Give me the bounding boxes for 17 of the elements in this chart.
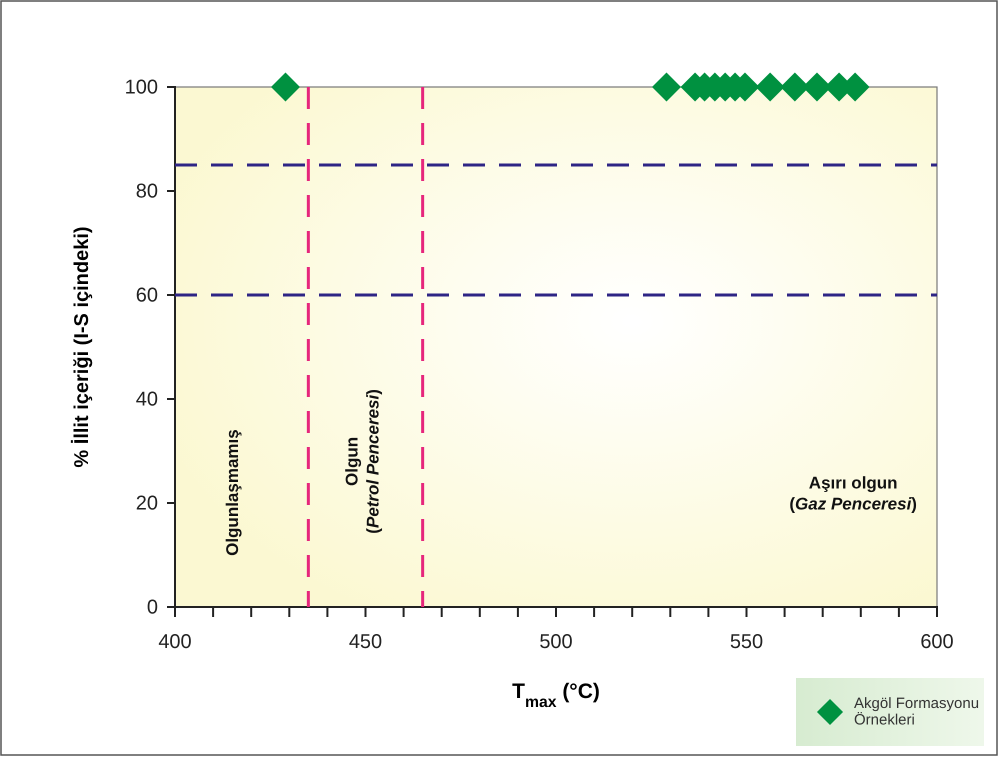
x-axis-title: T$_{max}$ (°C) <box>512 680 600 710</box>
y-tick-label: 40 <box>136 388 158 410</box>
x-tick-label: 450 <box>348 631 382 653</box>
y-tick-label: 80 <box>136 180 158 202</box>
y-tick-label: 60 <box>136 284 158 306</box>
legend-label: Akgöl Formasyonu Örnekleri <box>854 695 980 728</box>
x-tick-label: 400 <box>158 631 192 653</box>
y-axis-title: % İllit içeriği (I-S içindeki) <box>70 226 93 468</box>
annotation: Aşırı olgun (Gaz Penceresi) <box>789 473 917 514</box>
y-tick-label: 0 <box>146 596 158 618</box>
x-tick-label: 550 <box>730 631 764 653</box>
annotation: Olgunlaşmamış <box>223 429 242 556</box>
text: Olgun (Petrol Penceresi) <box>342 389 383 534</box>
x-tick-label: 500 <box>539 631 573 653</box>
y-tick-label: 20 <box>136 492 158 514</box>
y-tick-label: 100 <box>124 76 158 98</box>
x-tick-label: 600 <box>920 631 954 653</box>
